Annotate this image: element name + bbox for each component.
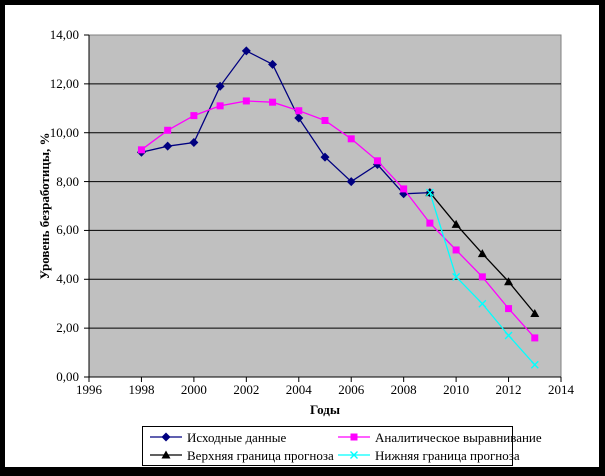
marker-triangle [477,249,487,258]
legend-label: Аналитическое выравнивание [375,429,542,445]
series-line [141,100,536,339]
legend-marker-square-icon [338,433,370,441]
x-axis-title: Годы [310,402,340,417]
x-tick-label: 1998 [128,382,155,397]
x-tick-label: 2012 [495,382,522,397]
marker-diamond [241,46,251,56]
marker-square [242,97,250,105]
x-tick-label: 2010 [443,382,470,397]
marker-x [425,188,434,197]
marker-square [216,102,224,110]
marker-square [400,185,408,193]
x-tick-label: 2000 [180,382,207,397]
marker-square [269,98,277,106]
marker-x [452,272,461,281]
legend-item: Исходные данные [150,429,338,445]
marker-diamond [320,152,330,162]
marker-diamond [268,59,278,69]
marker-x [504,331,513,340]
y-tick-label: 12,00 [49,75,79,91]
legend-item: Нижняя граница прогноза [338,447,542,463]
plot-background [88,34,562,378]
x-tick-label: 1996 [76,382,102,397]
y-tick-label: 14,00 [49,27,79,42]
chart-figure: 0,00 2,00 4,00 6,00 8,00 10,00 12,00 14,00 1996… [5,5,599,467]
x-tick-label: 2006 [338,382,365,397]
marker-square [137,146,145,154]
marker-triangle [451,219,461,228]
marker-square [321,117,329,124]
marker-square [452,246,460,254]
x-tick-label: 2002 [233,382,260,397]
marker-square [505,305,513,313]
marker-triangle [504,277,514,286]
y-axis-title: Уровень безработицы, % [37,132,52,280]
marker-diamond [215,81,225,91]
marker-triangle [530,308,540,317]
x-tick-label: 2014 [548,382,574,397]
marker-square [295,107,303,115]
marker-diamond [189,137,199,147]
y-tick-label: 4,00 [56,271,79,287]
marker-square [164,126,172,134]
marker-x [478,299,487,308]
legend-item: Аналитическое выравнивание [338,429,542,445]
legend-label: Исходные данные [187,429,287,445]
legend-label: Нижняя граница прогноза [375,447,520,463]
y-tick-label: 6,00 [56,222,79,238]
x-tick-label: 2008 [390,382,417,397]
plot-area [84,34,562,382]
legend-marker-diamond-icon [150,432,182,442]
marker-x [530,360,539,369]
marker-diamond [346,177,356,187]
series-line [141,50,430,195]
legend: Исходные данные Аналитическое выравнивани… [142,426,542,466]
legend-marker-triangle-icon [150,450,182,459]
marker-square [478,273,486,281]
marker-diamond [294,113,304,123]
marker-square [426,219,434,227]
marker-square [190,112,198,120]
y-tick-label: 2,00 [56,320,79,336]
x-tick-label: 2004 [285,382,312,397]
marker-diamond [163,141,173,151]
marker-square [531,334,539,342]
y-tick-label: 10,00 [49,124,79,140]
marker-square [347,135,355,143]
y-tick-label: 0,00 [56,369,79,384]
marker-square [373,157,381,165]
legend-marker-x-icon [338,451,370,459]
y-tick-label: 8,00 [56,173,79,189]
legend-item: Верхняя граница прогноза [150,447,338,463]
legend-label: Верхняя граница прогноза [187,447,334,463]
